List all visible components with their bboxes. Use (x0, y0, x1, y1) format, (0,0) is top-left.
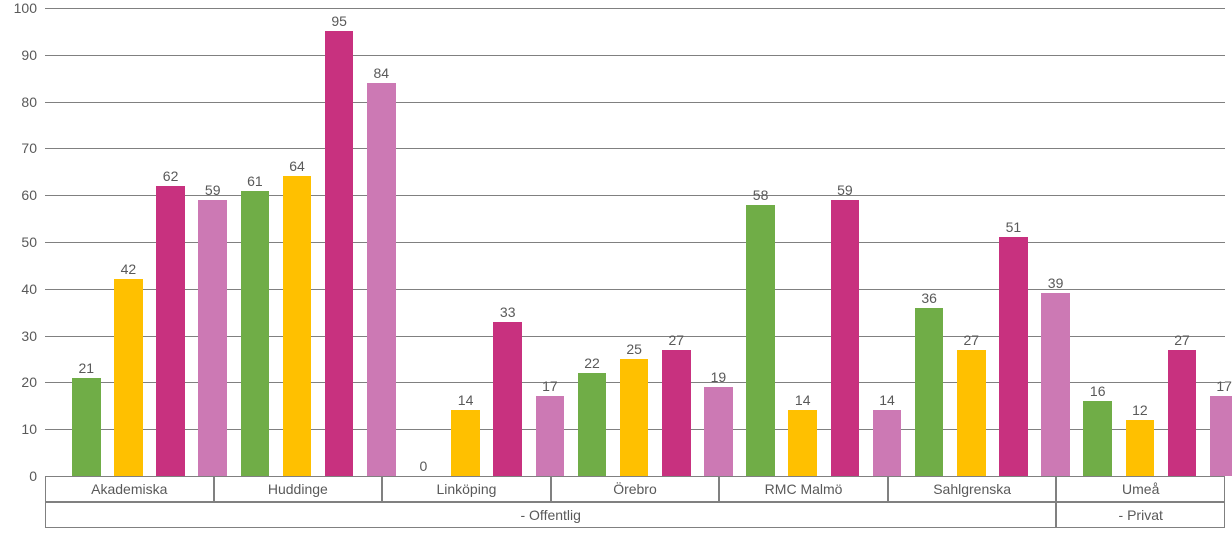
bar (198, 200, 227, 476)
bar (704, 387, 733, 476)
bar (999, 237, 1028, 476)
bar (746, 205, 775, 476)
gridline (45, 55, 1225, 56)
bar-value-label: 39 (1048, 275, 1064, 291)
section-cell: - Privat (1056, 502, 1225, 528)
bar-value-label: 0 (420, 458, 428, 474)
bar-value-label: 14 (795, 392, 811, 408)
section-cell: - Offentlig (45, 502, 1056, 528)
bar-value-label: 21 (79, 360, 95, 376)
bar-value-label: 14 (458, 392, 474, 408)
y-tick-label: 60 (0, 187, 37, 203)
bar (915, 308, 944, 476)
category-cell: Umeå (1056, 476, 1225, 502)
y-tick-label: 40 (0, 281, 37, 297)
bar-value-label: 27 (1174, 332, 1190, 348)
bar-value-label: 42 (121, 261, 137, 277)
bar (957, 350, 986, 476)
bar-value-label: 17 (1216, 378, 1232, 394)
bar (367, 83, 396, 476)
gridline (45, 148, 1225, 149)
bar (578, 373, 607, 476)
bar (536, 396, 565, 476)
bar (620, 359, 649, 476)
category-cell: RMC Malmö (719, 476, 888, 502)
bar (831, 200, 860, 476)
bar-value-label: 16 (1090, 383, 1106, 399)
bar (1210, 396, 1232, 476)
category-cell: Linköping (382, 476, 551, 502)
bar-value-label: 58 (753, 187, 769, 203)
y-tick-label: 10 (0, 421, 37, 437)
bar-value-label: 22 (584, 355, 600, 371)
bar (873, 410, 902, 476)
category-cell: Örebro (551, 476, 720, 502)
y-tick-label: 30 (0, 328, 37, 344)
bar (241, 191, 270, 476)
gridline (45, 102, 1225, 103)
bar-value-label: 27 (669, 332, 685, 348)
y-tick-label: 0 (0, 468, 37, 484)
bar-value-label: 59 (837, 182, 853, 198)
bar-value-label: 61 (247, 173, 263, 189)
bar (788, 410, 817, 476)
bar (662, 350, 691, 476)
bar (156, 186, 185, 476)
grouped-bar-chart: 0 10 20 30 40 50 60 70 80 90 100 21 42 62 59 61 64 95 84 0 1… (0, 0, 1232, 539)
y-tick-label: 100 (0, 0, 37, 16)
bar-value-label: 64 (289, 158, 305, 174)
bar-value-label: 62 (163, 168, 179, 184)
bar-value-label: 27 (964, 332, 980, 348)
bar (1126, 420, 1155, 476)
y-tick-label: 70 (0, 140, 37, 156)
bar-value-label: 12 (1132, 402, 1148, 418)
bar-value-label: 25 (626, 341, 642, 357)
bar (493, 322, 522, 476)
gridline (45, 8, 1225, 9)
bar-value-label: 19 (711, 369, 727, 385)
bar (451, 410, 480, 476)
y-tick-label: 90 (0, 47, 37, 63)
gridline (45, 195, 1225, 196)
category-cell: Sahlgrenska (888, 476, 1057, 502)
bar (1168, 350, 1197, 476)
bar-value-label: 14 (879, 392, 895, 408)
bar (1083, 401, 1112, 476)
category-cell: Akademiska (45, 476, 214, 502)
bar-value-label: 84 (374, 65, 390, 81)
bar-value-label: 95 (331, 13, 347, 29)
bar (1041, 293, 1070, 476)
y-tick-label: 50 (0, 234, 37, 250)
bar-value-label: 59 (205, 182, 221, 198)
bar-value-label: 33 (500, 304, 516, 320)
y-tick-label: 20 (0, 374, 37, 390)
bar (72, 378, 101, 476)
bar-value-label: 51 (1006, 219, 1022, 235)
bar (283, 176, 312, 476)
bar (325, 31, 354, 476)
bar-value-label: 17 (542, 378, 558, 394)
y-tick-label: 80 (0, 94, 37, 110)
bar-value-label: 36 (921, 290, 937, 306)
category-cell: Huddinge (214, 476, 383, 502)
bar (114, 279, 143, 476)
